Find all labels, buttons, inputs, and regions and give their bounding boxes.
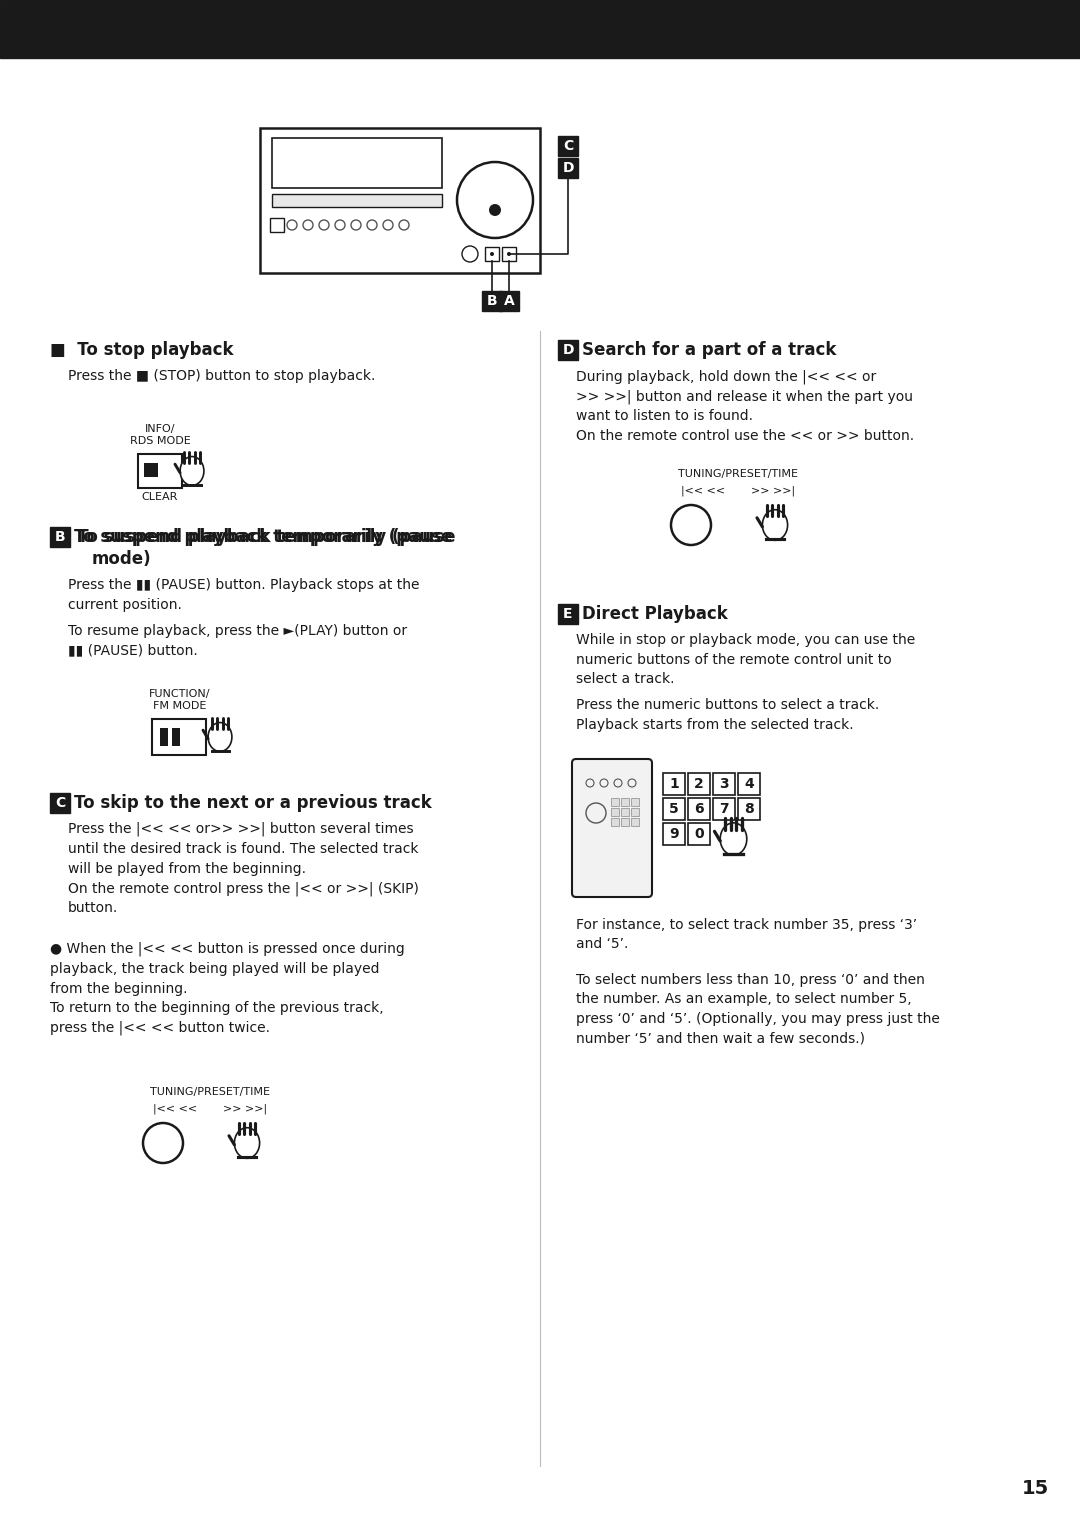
Text: ■  To suspend playback temporarily (pause: ■ To suspend playback temporarily (pause [50, 528, 456, 546]
Bar [663, 798, 685, 819]
Bar [152, 719, 206, 755]
Text: INFO/: INFO/ [145, 424, 175, 433]
Text: To resume playback, press the ►(PLAY) button or
▮▮ (PAUSE) button.: To resume playback, press the ►(PLAY) bu… [68, 624, 407, 658]
Text: FM MODE: FM MODE [153, 700, 206, 711]
Text: During playback, hold down the |<< << or
>> >>| button and release it when the p: During playback, hold down the |<< << or… [576, 369, 914, 443]
Text: 7: 7 [719, 803, 729, 816]
Bar [621, 807, 629, 816]
Bar [485, 247, 499, 261]
Bar [611, 807, 619, 816]
Bar [621, 798, 629, 806]
Bar [260, 128, 540, 273]
Text: ■  To stop playback: ■ To stop playback [50, 340, 233, 359]
Text: 6: 6 [694, 803, 704, 816]
Bar [713, 798, 735, 819]
Text: 4: 4 [744, 777, 754, 790]
Bar [558, 340, 578, 360]
Text: 3: 3 [719, 777, 729, 790]
Bar [499, 291, 519, 311]
Text: For instance, to select track number 35, press ‘3’
and ‘5’.: For instance, to select track number 35,… [576, 919, 917, 952]
Text: While in stop or playback mode, you can use the
numeric buttons of the remote co: While in stop or playback mode, you can … [576, 633, 915, 687]
Bar [160, 728, 168, 746]
Text: >> >>|: >> >>| [222, 1103, 267, 1114]
Bar [688, 774, 710, 795]
Text: D: D [563, 343, 573, 357]
Ellipse shape [180, 456, 204, 485]
Bar [663, 774, 685, 795]
FancyBboxPatch shape [572, 758, 652, 897]
Bar [272, 137, 442, 188]
Text: CLEAR: CLEAR [141, 491, 178, 502]
Bar [611, 798, 619, 806]
Text: 15: 15 [1022, 1479, 1049, 1497]
Ellipse shape [762, 510, 787, 540]
Bar [0, 0, 1080, 58]
Text: D: D [563, 162, 573, 175]
Circle shape [489, 204, 501, 217]
Bar [50, 526, 70, 546]
Text: Direct Playback: Direct Playback [582, 604, 728, 623]
Text: RDS MODE: RDS MODE [130, 436, 190, 446]
Bar [663, 823, 685, 845]
Bar [502, 247, 516, 261]
Bar [50, 794, 70, 813]
Text: A: A [503, 295, 514, 308]
Text: Search for a part of a track: Search for a part of a track [582, 340, 836, 359]
Ellipse shape [208, 722, 232, 751]
Bar [713, 774, 735, 795]
Bar [738, 798, 760, 819]
Text: B: B [55, 530, 65, 543]
Bar [270, 218, 284, 232]
Text: Press the numeric buttons to select a track.
Playback starts from the selected t: Press the numeric buttons to select a tr… [576, 697, 879, 731]
Bar [144, 462, 158, 478]
Ellipse shape [720, 823, 746, 855]
Text: |<< <<: |<< << [153, 1103, 197, 1114]
Text: 1: 1 [670, 777, 679, 790]
Text: To select numbers less than 10, press ‘0’ and then
the number. As an example, to: To select numbers less than 10, press ‘0… [576, 974, 940, 1045]
Text: To suspend playback temporarily (pause: To suspend playback temporarily (pause [75, 528, 453, 546]
Bar [558, 136, 578, 156]
Bar [631, 798, 639, 806]
Text: |<< <<: |<< << [680, 485, 725, 496]
Bar [611, 818, 619, 826]
Text: 2: 2 [694, 777, 704, 790]
Text: C: C [55, 797, 65, 810]
Text: 0: 0 [694, 827, 704, 841]
Circle shape [490, 252, 494, 256]
Bar [688, 823, 710, 845]
Text: mode): mode) [92, 549, 151, 568]
Bar [172, 728, 180, 746]
Text: Press the |<< << or>> >>| button several times
until the desired track is found.: Press the |<< << or>> >>| button several… [68, 823, 419, 916]
Text: 5: 5 [670, 803, 679, 816]
Text: To skip to the next or a previous track: To skip to the next or a previous track [75, 794, 432, 812]
Bar [272, 194, 442, 208]
Text: TUNING/PRESET/TIME: TUNING/PRESET/TIME [678, 468, 798, 479]
Text: 8: 8 [744, 803, 754, 816]
Bar [138, 455, 183, 488]
Circle shape [507, 252, 511, 256]
Bar [558, 604, 578, 624]
Bar [482, 291, 502, 311]
Bar [631, 807, 639, 816]
Text: 9: 9 [670, 827, 679, 841]
Bar [738, 774, 760, 795]
Text: ● When the |<< << button is pressed once during
playback, the track being played: ● When the |<< << button is pressed once… [50, 942, 405, 1035]
Bar [688, 798, 710, 819]
Text: E: E [564, 607, 572, 621]
Text: FUNCTION/: FUNCTION/ [149, 690, 211, 699]
Text: >> >>|: >> >>| [751, 485, 795, 496]
Bar [558, 159, 578, 179]
Ellipse shape [234, 1128, 259, 1158]
Bar [631, 818, 639, 826]
Text: B: B [487, 295, 497, 308]
Text: C: C [563, 139, 573, 153]
Bar [621, 818, 629, 826]
Text: Press the ▮▮ (PAUSE) button. Playback stops at the
current position.: Press the ▮▮ (PAUSE) button. Playback st… [68, 578, 419, 612]
Text: TUNING/PRESET/TIME: TUNING/PRESET/TIME [150, 1087, 270, 1097]
Text: Press the ■ (STOP) button to stop playback.: Press the ■ (STOP) button to stop playba… [68, 369, 376, 383]
